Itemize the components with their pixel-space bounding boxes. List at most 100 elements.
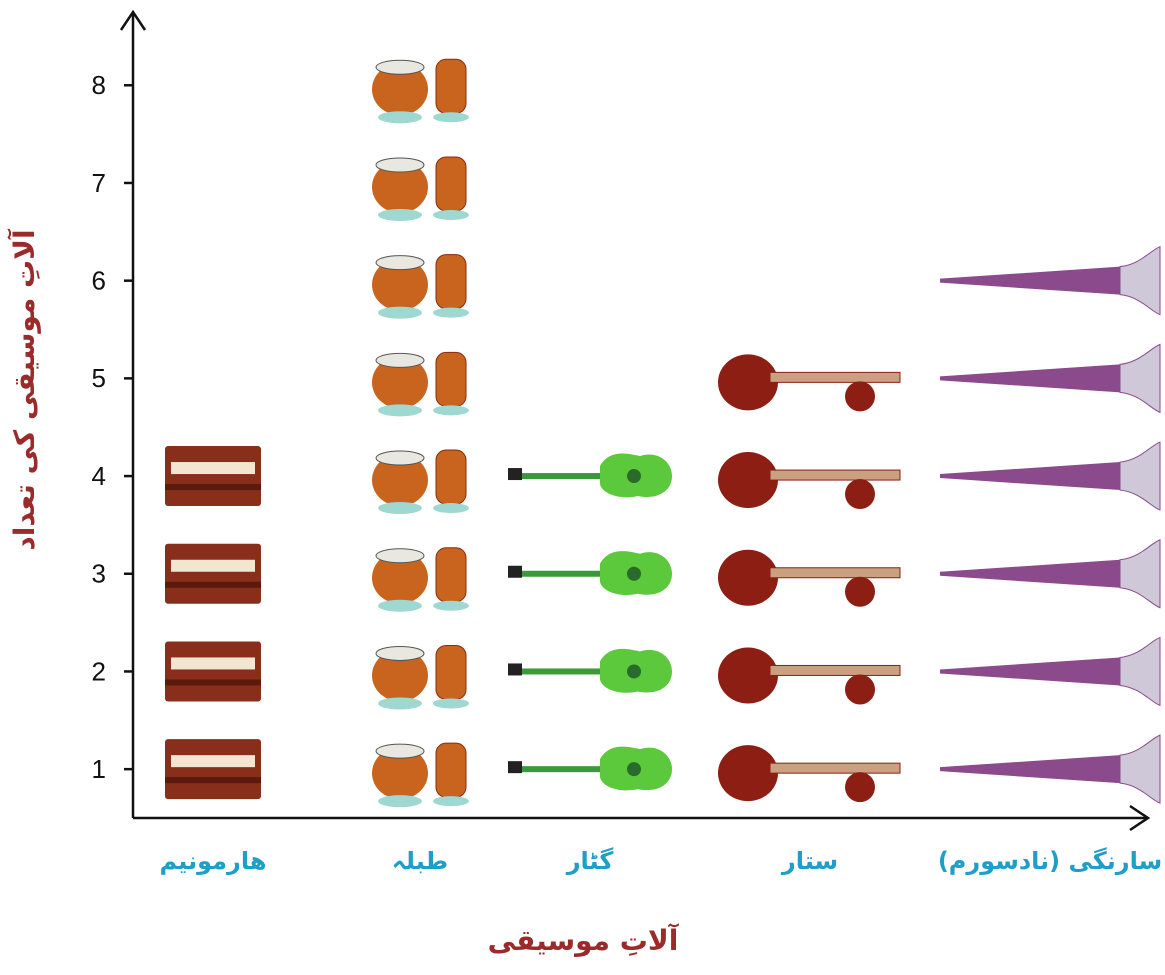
x-axis-arrow [1129,804,1151,832]
pictogram-icon [718,354,901,412]
icon-stack [940,245,1161,804]
pictogram-icon [940,245,1161,316]
icon-part [718,549,778,606]
pictogram-icon [165,739,261,800]
icon-part [171,462,255,475]
icon-part [520,668,600,675]
icon-stack [718,354,901,803]
icon-part [508,468,522,481]
pictogram-icon [372,351,469,417]
pictogram-icon [718,745,901,803]
icon-part [508,565,522,578]
y-axis-arrow [119,9,147,31]
icon-part [435,742,467,798]
icon-part [165,543,261,604]
icon-part [718,647,778,704]
pictogram-icon [940,343,1161,414]
y-tick-label: 7 [92,168,106,198]
icon-part [940,462,1120,491]
icon-part [165,739,261,800]
x-tick-label: سارنگی (نادسورم) [938,847,1162,875]
icon-part [508,663,522,676]
y-tick-label: 4 [92,461,106,491]
icon-part [375,743,425,759]
icon-part [433,112,469,123]
y-axis-title: آلاتِ موسیقی کی تعداد [7,228,41,551]
icon-part [372,258,428,311]
icon-part [171,755,255,768]
icon-part [1119,539,1161,609]
icon-part [433,307,469,318]
icon-part [378,795,422,808]
icon-part [165,777,261,784]
icon-part [378,306,422,319]
icon-part [435,254,467,310]
x-tick-label: گٹار [566,847,614,875]
icon-part [845,479,875,510]
icon-part [372,649,428,702]
icon-part [372,356,428,409]
icon-part [718,354,778,411]
icon-part [165,679,261,686]
icon-part [378,502,422,515]
icon-part [378,599,422,612]
icon-part [940,755,1120,784]
icon-part [718,745,778,802]
y-tick-label: 6 [92,266,106,296]
icon-part [171,559,255,572]
pictogram-icon [940,734,1161,804]
icon-part [769,762,901,774]
pictogram-icon [508,746,672,791]
pictogram-icon [718,549,901,607]
icon-part [165,641,261,702]
icon-part [520,570,600,577]
icon-part [1119,245,1161,316]
icon-part [378,697,422,710]
icon-part [435,351,467,407]
icon-part [1119,734,1161,804]
icon-part [433,698,469,709]
icon-part [940,657,1120,686]
pictogram-icon [165,446,261,507]
icon-stack [372,58,469,808]
pictogram-icon [718,647,901,705]
axes [119,9,1151,832]
icon-part [375,548,425,564]
pictogram-icon [372,254,469,319]
icon-part [1119,636,1161,707]
y-tick-label: 1 [92,754,106,784]
icon-part [627,566,641,581]
y-tick-label: 8 [92,70,106,100]
icon-part [940,559,1120,588]
x-tick-label: ستار [781,847,838,875]
pictogram-icon [940,441,1161,511]
icon-part [375,645,425,661]
icon-part [165,446,261,507]
icon-part [165,581,261,588]
pictogram-icon [372,58,469,124]
pictogram-icon [372,547,469,612]
pictogram-icon [508,453,672,498]
icon-part [372,454,428,507]
pictogram-icon [508,648,672,693]
pictogram-icon [718,452,901,510]
icon-part [375,450,425,466]
icon-part [940,266,1120,295]
y-tick-label: 5 [92,363,106,393]
icon-part [435,644,467,700]
icon-part [171,657,255,670]
icon-part [433,796,469,807]
icon-part [372,160,428,213]
icon-part [372,63,428,116]
icon-part [718,452,778,509]
pictogram-icon [372,449,469,515]
icon-part [435,547,467,603]
icon-part [165,484,261,491]
pictogram-icon [372,156,469,221]
y-tick-label: 3 [92,559,106,589]
icon-part [375,352,425,368]
icon-stack [165,446,261,800]
icon-part [769,371,901,383]
icon-part [375,255,425,271]
